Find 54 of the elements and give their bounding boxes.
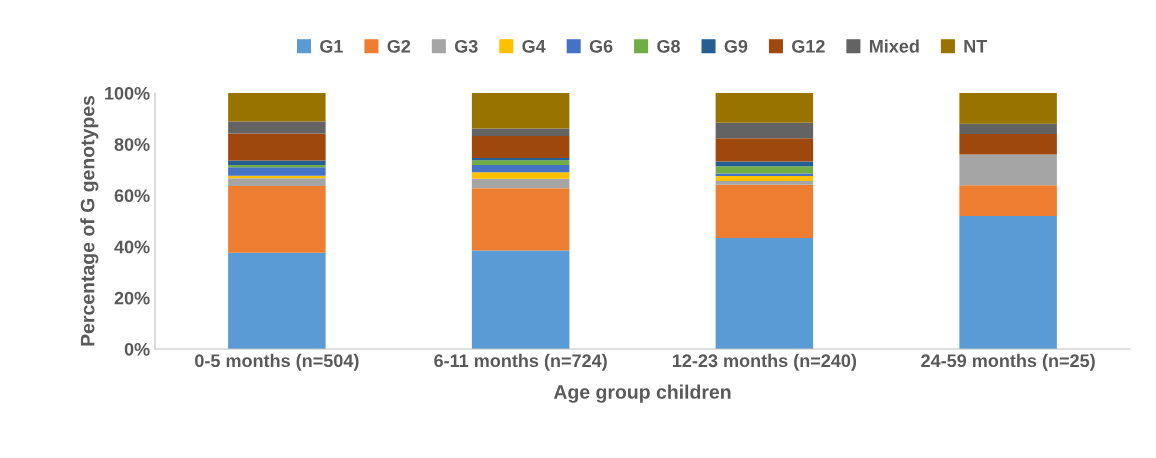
bar — [715, 166, 814, 174]
bar — [228, 121, 326, 134]
bar — [715, 138, 814, 162]
y-tick-label: 20% — [114, 291, 150, 305]
legend-label: G6 — [589, 39, 613, 53]
bar — [228, 167, 326, 176]
legend-label: G1 — [320, 39, 343, 53]
y-tick-label: 60% — [114, 189, 150, 203]
x-tick-label: 0-5 months (n=504) — [195, 353, 359, 371]
bar — [959, 215, 1057, 349]
bar — [715, 122, 814, 139]
bar — [471, 178, 570, 189]
y-tick-label: 80% — [114, 138, 150, 151]
bar — [471, 128, 570, 137]
bar — [959, 154, 1057, 186]
bar — [715, 93, 814, 123]
y-tick-label: 40% — [114, 240, 150, 254]
bar — [471, 160, 570, 165]
x-tick-label: 6-11 months (n=724) — [434, 353, 607, 371]
bar — [715, 173, 814, 176]
y-axis-title: Percentage of G genotypes — [80, 95, 99, 346]
bar — [471, 136, 570, 159]
bar — [959, 185, 1057, 216]
x-tick-label: 24-59 months (n=25) — [921, 353, 1095, 371]
legend-label: G12 — [792, 39, 825, 53]
bar — [715, 175, 814, 182]
x-axis-title: Age group children — [553, 384, 731, 403]
bar — [959, 123, 1057, 134]
y-tick-label: 100% — [105, 86, 150, 100]
bar — [228, 133, 326, 161]
bar — [228, 252, 326, 349]
legend-label: NT — [964, 40, 988, 53]
bar — [471, 188, 570, 251]
bar — [959, 93, 1057, 124]
bar — [715, 181, 814, 185]
bar — [228, 160, 326, 165]
bar — [471, 250, 570, 349]
legend-label: G4 — [522, 39, 546, 53]
bar — [228, 93, 326, 122]
bar — [471, 172, 570, 179]
legend-label: G9 — [724, 39, 748, 53]
bar — [715, 184, 814, 238]
y-tick-label: 0% — [124, 342, 150, 356]
bar — [471, 93, 570, 129]
bar — [228, 185, 326, 253]
legend-label: Mixed — [869, 39, 919, 53]
legend-label: G2 — [387, 39, 411, 53]
bar — [715, 237, 814, 349]
bar — [228, 178, 326, 186]
legend-label: G8 — [657, 39, 680, 53]
bar — [959, 133, 1057, 155]
x-tick-label: 12-23 months (n=240) — [672, 353, 857, 371]
legend-label: G3 — [454, 39, 478, 53]
bar — [471, 164, 570, 173]
